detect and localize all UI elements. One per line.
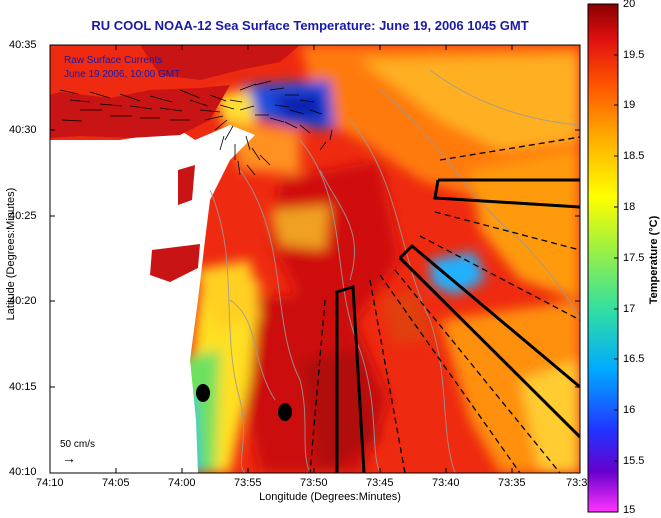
x-axis-label: Longitude (Degrees:Minutes): [259, 491, 401, 503]
y-tick-label: 40:20: [9, 295, 37, 307]
colorbar-tick-label: 17: [623, 303, 636, 315]
map-frame: [49, 44, 581, 474]
x-tick-label: 73:50: [300, 477, 328, 489]
x-tick-label: 73:3: [566, 477, 588, 489]
y-axis-label: Latitude (Degrees:Minutes): [5, 187, 17, 321]
land-mass: [50, 45, 300, 473]
survey-lines: [309, 136, 580, 473]
map-title: RU COOL NOAA-12 Sea Surface Temperature:…: [91, 18, 529, 33]
colorbar-tick-label: 19.5: [623, 49, 645, 61]
y-tick-label: 40:15: [9, 381, 37, 393]
y-tick-label: 40:30: [9, 124, 37, 136]
y-tick-label: 40:25: [9, 210, 37, 222]
sst-field: [50, 45, 580, 473]
colorbar-tick-label: 15.5: [623, 455, 645, 467]
colorbar-tick-label: 18: [623, 201, 636, 213]
colorbar-tick-label: 16: [623, 404, 636, 416]
y-tick-label: 40:10: [9, 466, 37, 478]
colorbar-tick-label: 19: [623, 99, 636, 111]
colorbar-title: Temperature (°C): [648, 215, 660, 305]
x-tick-label: 73:45: [366, 477, 394, 489]
x-tick-label: 73:35: [498, 477, 526, 489]
x-tick-label: 74:10: [36, 477, 64, 489]
colorbar-tick-label: 15: [623, 504, 636, 516]
surface-current-vectors: [59, 80, 333, 176]
colorbar-tick-label: 20: [623, 0, 636, 10]
legend-title: Raw Surface Currents: [64, 55, 163, 66]
y-tick-label: 40:35: [9, 39, 37, 51]
colorbar: [587, 3, 619, 513]
x-tick-label: 74:05: [102, 477, 130, 489]
x-tick-label: 73:40: [432, 477, 460, 489]
colorbar-tick-label: 18.5: [623, 150, 645, 162]
legend-date: June 19 2006, 10:00 GMT: [64, 69, 181, 80]
station-marker: [278, 403, 292, 421]
colorbar-tick-label: 17.5: [623, 252, 645, 264]
x-tick-label: 74:00: [168, 477, 196, 489]
scale-label: 50 cm/s: [60, 439, 96, 450]
x-tick-label: 73:55: [234, 477, 262, 489]
station-marker: [196, 384, 210, 402]
scale-arrow-icon: →: [62, 450, 76, 466]
colorbar-tick-label: 16.5: [623, 353, 645, 365]
